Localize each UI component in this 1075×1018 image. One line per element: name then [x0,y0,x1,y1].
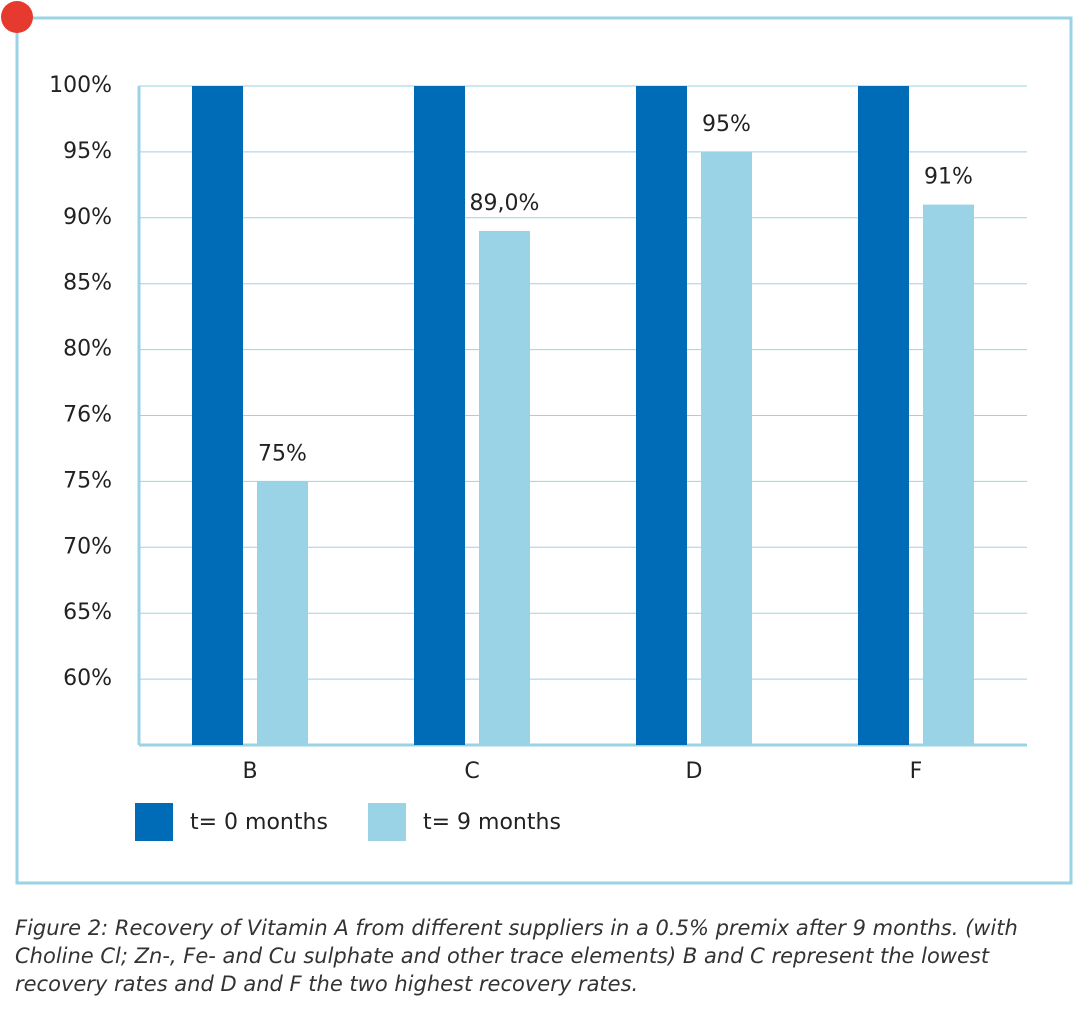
data-label: 95% [702,112,751,137]
x-tick-label: F [910,759,923,784]
y-tick-label: 85% [63,271,112,296]
legend-label: t= 9 months [423,810,561,835]
x-tick-label: B [242,759,257,784]
bar [858,86,909,745]
x-tick-label: C [464,759,479,784]
legend-swatch [135,803,173,841]
bar [479,230,530,746]
legend-label: t= 0 months [190,810,328,835]
y-tick-label: 90% [63,205,112,230]
y-tick-label: 65% [63,600,112,625]
bar [923,204,974,745]
y-tick-label: 95% [63,139,112,164]
bar [636,86,687,745]
frame [15,16,1073,885]
data-label: 89,0% [470,191,540,216]
y-tick-label: 80% [63,337,112,362]
y-tick-label: 76% [63,403,112,428]
data-label: 91% [924,165,973,190]
bar [257,481,308,745]
y-tick-label: 70% [63,534,112,559]
y-tick-label: 100% [49,73,112,98]
y-tick-label: 75% [63,468,112,493]
chart: 100% 95% 90% 85% 80% 76% 75% 70% 65% 60% B 75% C 89,0… [1,1,1073,885]
bar [192,86,243,745]
legend-swatch [368,803,406,841]
caption: Figure 2: Recovery of Vitamin A from dif… [15,916,1018,996]
corner-dot [1,1,33,33]
x-tick-label: D [686,759,703,784]
data-label: 75% [258,441,307,466]
bar [414,86,465,745]
y-tick-label: 60% [63,666,112,691]
bar [701,151,752,745]
